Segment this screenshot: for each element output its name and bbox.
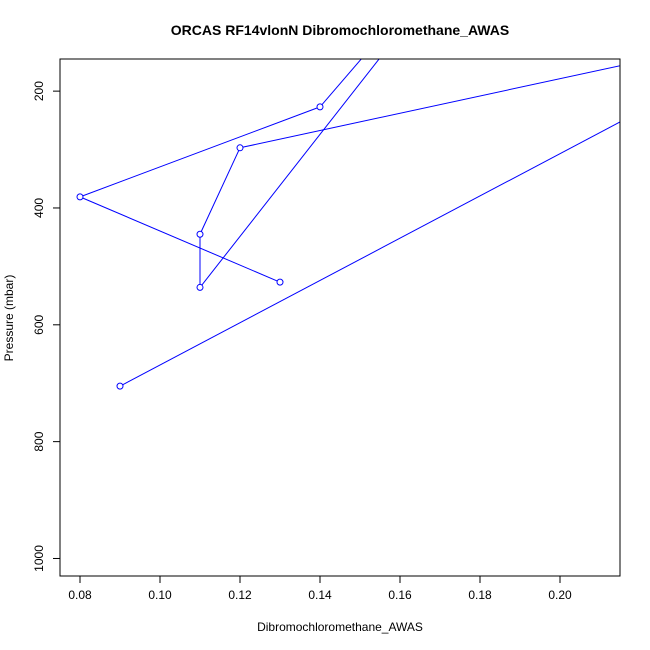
y-axis-label: Pressure (mbar)	[2, 275, 16, 362]
data-point	[116, 382, 124, 390]
x-axis-label: Dibromochloromethane_AWAS	[257, 620, 423, 634]
data-point	[196, 230, 204, 238]
y-tick-label: 600	[32, 314, 46, 334]
y-tick-label: 200	[32, 81, 46, 101]
x-tick-label: 0.16	[388, 588, 412, 602]
series-layer	[76, 59, 620, 390]
y-tick-label: 400	[32, 198, 46, 218]
data-point	[236, 144, 244, 152]
x-tick-label: 0.12	[228, 588, 252, 602]
y-tick-label: 800	[32, 431, 46, 451]
data-point	[196, 283, 204, 291]
series-line-segment	[239, 65, 620, 149]
data-point	[76, 193, 84, 201]
y-axis: 200 400 600 800 1000	[32, 81, 61, 572]
data-point	[276, 278, 284, 286]
x-tick-label: 0.08	[68, 588, 92, 602]
x-tick-label: 0.18	[468, 588, 492, 602]
series-line-segment	[79, 106, 321, 198]
series-line-segment	[119, 121, 620, 387]
series-line-segment	[199, 59, 380, 288]
x-tick-label: 0.14	[308, 588, 332, 602]
x-tick-label: 0.20	[548, 588, 572, 602]
chart-title: ORCAS RF14vlonN Dibromochloromethane_AWA…	[171, 22, 509, 38]
x-axis: 0.08 0.10 0.12 0.14 0.16 0.18 0.20	[68, 575, 572, 602]
y-tick-label: 1000	[32, 545, 46, 572]
x-tick-label: 0.10	[148, 588, 172, 602]
series-line-segment	[319, 59, 362, 108]
plot-frame	[59, 58, 621, 577]
series-line-segment	[199, 147, 241, 235]
series-line-segment	[79, 196, 281, 283]
data-point	[316, 103, 324, 111]
